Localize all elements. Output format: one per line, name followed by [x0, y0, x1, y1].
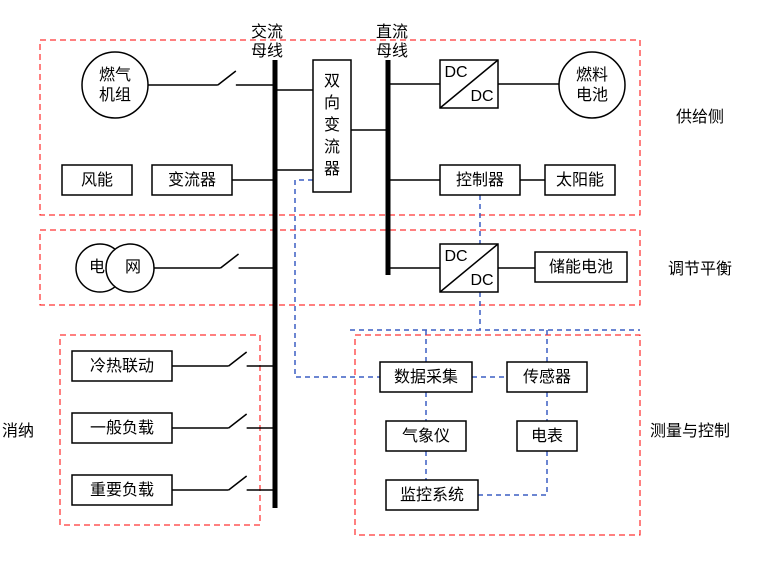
switch-open — [221, 254, 239, 268]
svg-text:DC: DC — [444, 64, 467, 81]
svg-text:流: 流 — [324, 138, 340, 156]
svg-text:变: 变 — [324, 116, 340, 134]
ac-bus-label1: 交流 — [251, 23, 283, 41]
svg-text:DC: DC — [444, 248, 467, 265]
consume-label: 消纳 — [2, 422, 34, 440]
svg-text:气象仪: 气象仪 — [402, 427, 450, 445]
svg-text:燃料: 燃料 — [576, 66, 608, 84]
svg-text:冷热联动: 冷热联动 — [90, 357, 154, 375]
svg-text:电池: 电池 — [576, 86, 608, 104]
svg-text:电表: 电表 — [531, 427, 563, 445]
svg-text:网: 网 — [125, 259, 141, 276]
control-line — [478, 451, 547, 495]
grid-node — [76, 244, 154, 292]
gas_unit-node — [82, 52, 148, 118]
fuel_cell-node — [559, 52, 625, 118]
control-line — [295, 180, 380, 377]
svg-text:燃气: 燃气 — [99, 66, 131, 84]
svg-text:风能: 风能 — [81, 171, 113, 189]
svg-text:DC: DC — [470, 272, 493, 289]
svg-text:监控系统: 监控系统 — [400, 486, 464, 504]
supply-label: 供给侧 — [676, 108, 724, 126]
measure-label: 测量与控制 — [650, 422, 730, 440]
svg-text:向: 向 — [324, 94, 340, 112]
switch-open — [218, 71, 236, 85]
svg-text:电: 电 — [89, 258, 105, 276]
ac-bus-label2: 母线 — [251, 42, 283, 60]
switch-open — [229, 476, 247, 490]
switch-open — [229, 414, 247, 428]
dc-bus-label2: 母线 — [376, 42, 408, 60]
svg-text:变流器: 变流器 — [168, 171, 216, 189]
svg-text:机组: 机组 — [99, 86, 131, 104]
svg-text:储能电池: 储能电池 — [549, 258, 613, 276]
switch-open — [229, 352, 247, 366]
svg-text:重要负载: 重要负载 — [90, 481, 154, 499]
svg-text:传感器: 传感器 — [523, 368, 571, 386]
svg-text:器: 器 — [324, 160, 340, 178]
balance-label: 调节平衡 — [668, 260, 732, 278]
svg-text:DC: DC — [470, 88, 493, 105]
svg-text:太阳能: 太阳能 — [556, 171, 604, 189]
svg-text:控制器: 控制器 — [456, 171, 504, 189]
svg-text:数据采集: 数据采集 — [394, 368, 458, 386]
svg-text:双: 双 — [324, 73, 340, 90]
svg-text:一般负载: 一般负载 — [90, 419, 154, 437]
dc-bus-label1: 直流 — [376, 23, 408, 41]
